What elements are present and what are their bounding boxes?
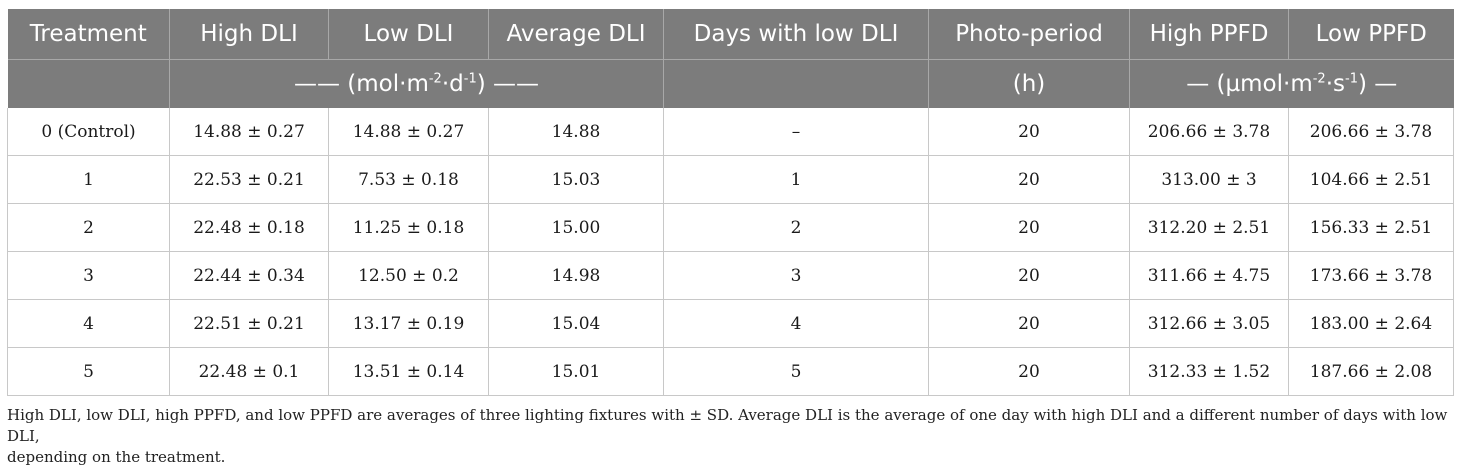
cell-high-dli: 22.53 ± 0.21 — [169, 155, 329, 204]
footnote-line-1: High DLI, low DLI, high PPFD, and low PP… — [7, 406, 1448, 445]
cell-treatment: 2 — [7, 203, 170, 252]
data-table: Treatment High DLI Low DLI Average DLI D… — [7, 9, 1454, 396]
cell-high-dli: 22.44 ± 0.34 — [169, 251, 329, 300]
units-ppfd-post: ) — — [1357, 71, 1398, 97]
units-dli-pre: —— (mol·m — [293, 71, 429, 97]
cell-low-dli: 11.25 ± 0.18 — [328, 203, 489, 252]
header-treatment: Treatment — [7, 9, 170, 60]
cell-days-low-dli: 5 — [663, 347, 929, 396]
cell-treatment: 4 — [7, 299, 170, 348]
cell-days-low-dli: 4 — [663, 299, 929, 348]
cell-photoperiod: 20 — [928, 347, 1130, 396]
cell-low-dli: 14.88 ± 0.27 — [328, 108, 489, 156]
cell-high-dli: 14.88 ± 0.27 — [169, 108, 329, 156]
cell-low-ppfd: 187.66 ± 2.08 — [1288, 347, 1454, 396]
header-high-ppfd: High PPFD — [1129, 9, 1289, 60]
units-dli: —— (mol·m-2·d-1) —— — [169, 59, 664, 108]
cell-high-ppfd: 311.66 ± 4.75 — [1129, 251, 1289, 300]
data-table-container: Treatment High DLI Low DLI Average DLI D… — [7, 9, 1454, 396]
cell-average-dli: 15.03 — [488, 155, 664, 204]
cell-days-low-dli: 1 — [663, 155, 929, 204]
cell-low-dli: 13.51 ± 0.14 — [328, 347, 489, 396]
units-ppfd-exp1: -2 — [1312, 71, 1326, 87]
table-body: 0 (Control) 14.88 ± 0.27 14.88 ± 0.27 14… — [7, 108, 1454, 396]
cell-average-dli: 14.88 — [488, 108, 664, 156]
table-row: 3 22.44 ± 0.34 12.50 ± 0.2 14.98 3 20 31… — [7, 251, 1454, 300]
units-treatment-empty — [7, 59, 170, 108]
cell-average-dli: 15.01 — [488, 347, 664, 396]
units-ppfd-exp2: -1 — [1345, 71, 1358, 87]
cell-low-ppfd: 183.00 ± 2.64 — [1288, 299, 1454, 348]
cell-average-dli: 14.98 — [488, 251, 664, 300]
footnote-line-2: depending on the treatment. — [7, 448, 226, 466]
header-low-dli: Low DLI — [328, 9, 489, 60]
units-dli-exp2: -1 — [463, 71, 477, 87]
header-low-ppfd: Low PPFD — [1288, 9, 1454, 60]
cell-low-ppfd: 206.66 ± 3.78 — [1288, 108, 1454, 156]
units-photoperiod: (h) — [928, 59, 1130, 108]
table-row: 2 22.48 ± 0.18 11.25 ± 0.18 15.00 2 20 3… — [7, 203, 1454, 252]
cell-average-dli: 15.04 — [488, 299, 664, 348]
units-dli-mid: ·d — [441, 71, 464, 97]
cell-low-dli: 12.50 ± 0.2 — [328, 251, 489, 300]
cell-photoperiod: 20 — [928, 299, 1130, 348]
header-average-dli: Average DLI — [488, 9, 664, 60]
cell-days-low-dli: 3 — [663, 251, 929, 300]
cell-photoperiod: 20 — [928, 251, 1130, 300]
cell-low-ppfd: 173.66 ± 3.78 — [1288, 251, 1454, 300]
table-footnote: High DLI, low DLI, high PPFD, and low PP… — [7, 405, 1453, 468]
cell-high-ppfd: 312.20 ± 2.51 — [1129, 203, 1289, 252]
cell-days-low-dli: – — [663, 108, 929, 156]
cell-high-dli: 22.51 ± 0.21 — [169, 299, 329, 348]
cell-high-dli: 22.48 ± 0.18 — [169, 203, 329, 252]
cell-high-ppfd: 313.00 ± 3 — [1129, 155, 1289, 204]
units-ppfd-pre: — (µmol·m — [1186, 71, 1313, 97]
cell-photoperiod: 20 — [928, 108, 1130, 156]
cell-high-ppfd: 312.33 ± 1.52 — [1129, 347, 1289, 396]
units-ppfd: — (µmol·m-2·s-1) — — [1129, 59, 1454, 108]
header-row: Treatment High DLI Low DLI Average DLI D… — [7, 9, 1454, 60]
units-dli-exp1: -2 — [428, 71, 442, 87]
header-photoperiod: Photo-period — [928, 9, 1130, 60]
table-row: 5 22.48 ± 0.1 13.51 ± 0.14 15.01 5 20 31… — [7, 347, 1454, 396]
header-days-low-dli: Days with low DLI — [663, 9, 929, 60]
cell-treatment: 3 — [7, 251, 170, 300]
units-row: —— (mol·m-2·d-1) —— (h) — (µmol·m-2·s-1)… — [7, 59, 1454, 108]
cell-high-ppfd: 206.66 ± 3.78 — [1129, 108, 1289, 156]
cell-treatment: 5 — [7, 347, 170, 396]
cell-low-dli: 7.53 ± 0.18 — [328, 155, 489, 204]
cell-treatment: 0 (Control) — [7, 108, 170, 156]
table-row: 0 (Control) 14.88 ± 0.27 14.88 ± 0.27 14… — [7, 108, 1454, 156]
table-header: Treatment High DLI Low DLI Average DLI D… — [7, 9, 1454, 108]
cell-photoperiod: 20 — [928, 203, 1130, 252]
cell-photoperiod: 20 — [928, 155, 1130, 204]
cell-low-dli: 13.17 ± 0.19 — [328, 299, 489, 348]
table-row: 1 22.53 ± 0.21 7.53 ± 0.18 15.03 1 20 31… — [7, 155, 1454, 204]
cell-treatment: 1 — [7, 155, 170, 204]
cell-low-ppfd: 104.66 ± 2.51 — [1288, 155, 1454, 204]
units-days — [663, 59, 929, 108]
units-dli-post: ) —— — [476, 71, 540, 97]
cell-average-dli: 15.00 — [488, 203, 664, 252]
units-ppfd-mid: ·s — [1325, 71, 1345, 97]
cell-high-ppfd: 312.66 ± 3.05 — [1129, 299, 1289, 348]
cell-days-low-dli: 2 — [663, 203, 929, 252]
cell-high-dli: 22.48 ± 0.1 — [169, 347, 329, 396]
header-high-dli: High DLI — [169, 9, 329, 60]
cell-low-ppfd: 156.33 ± 2.51 — [1288, 203, 1454, 252]
table-row: 4 22.51 ± 0.21 13.17 ± 0.19 15.04 4 20 3… — [7, 299, 1454, 348]
